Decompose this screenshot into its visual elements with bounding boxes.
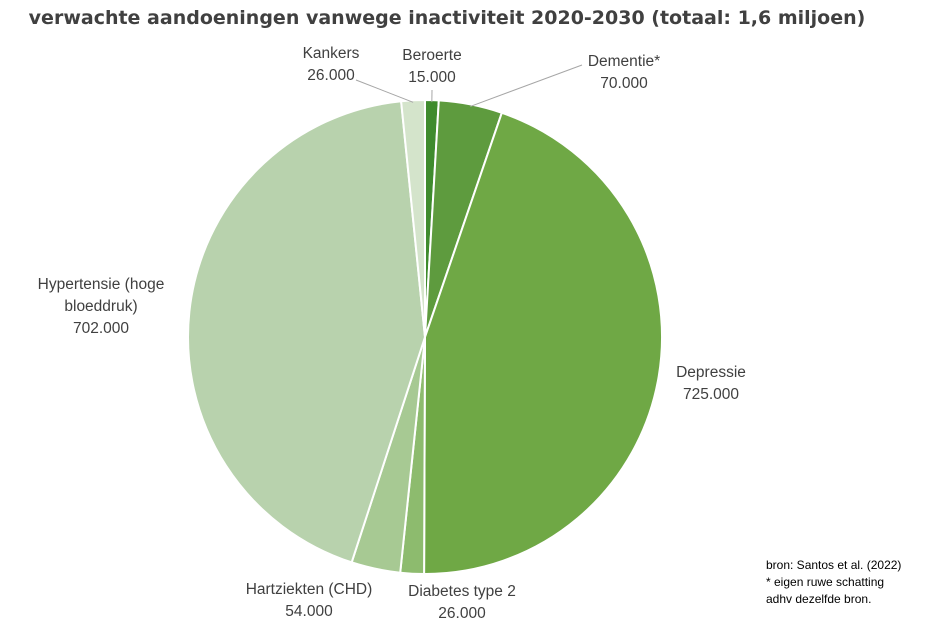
leader-line-kankers xyxy=(355,79,414,103)
chart-title: verwachte aandoeningen vanwege inactivit… xyxy=(29,7,866,29)
slice-label-hartziekten-chd: Hartziekten (CHD) 54.000 xyxy=(246,581,373,620)
leader-lines xyxy=(355,64,583,107)
pie-slice-hypertensie-hoge-bloeddruk xyxy=(187,100,427,564)
pie-slice-kankers xyxy=(400,98,426,338)
slice-labels: Beroerte 15.000 Dementie* 70.000 Depressie 72… xyxy=(38,45,746,622)
pie-slice-depressie xyxy=(423,111,663,576)
slice-label-hypertensie-hoge-bloeddruk: Hypertensie (hoge bloeddruk) 702.000 xyxy=(38,276,165,337)
slice-label-beroerte: Beroerte 15.000 xyxy=(402,47,461,86)
source-citation: bron: Santos et al. (2022) xyxy=(766,558,902,572)
slice-label-diabetes-type-2: Diabetes type 2 26.000 xyxy=(408,583,516,622)
source-note: bron: Santos et al. (2022) * eigen ruwe … xyxy=(766,557,901,608)
source-footnote-continued: adhv dezelfde bron. xyxy=(766,592,872,606)
leader-line-dementie xyxy=(470,64,583,107)
slice-label-dementie: Dementie* 70.000 xyxy=(588,53,660,92)
slice-label-kankers: Kankers 26.000 xyxy=(303,45,360,84)
pie-slices xyxy=(187,98,663,576)
source-footnote: * eigen ruwe schatting xyxy=(766,575,885,589)
slice-label-depressie: Depressie 725.000 xyxy=(676,364,746,403)
